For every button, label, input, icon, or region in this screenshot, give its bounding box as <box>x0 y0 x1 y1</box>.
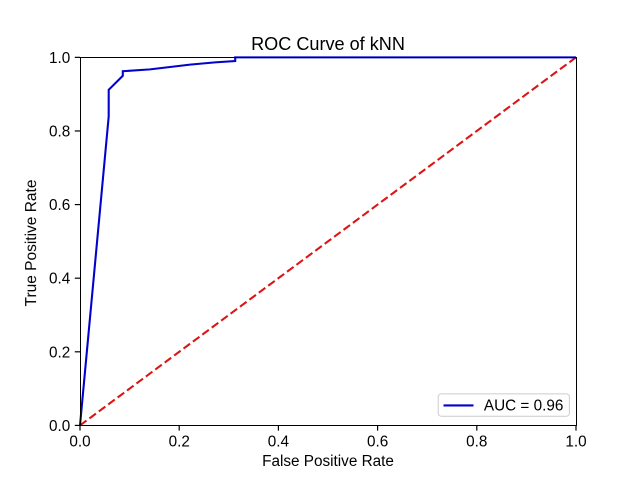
svg-text:1.0: 1.0 <box>49 50 70 67</box>
svg-text:False Positive Rate: False Positive Rate <box>262 453 394 470</box>
svg-text:0.4: 0.4 <box>49 271 71 288</box>
svg-text:True Positive Rate: True Positive Rate <box>23 180 40 307</box>
svg-text:0.0: 0.0 <box>69 433 90 450</box>
svg-text:0.0: 0.0 <box>49 418 70 435</box>
svg-text:0.4: 0.4 <box>268 433 290 450</box>
svg-text:ROC Curve of kNN: ROC Curve of kNN <box>251 34 405 54</box>
svg-text:0.2: 0.2 <box>169 433 190 450</box>
svg-text:0.6: 0.6 <box>367 433 388 450</box>
svg-text:AUC = 0.96: AUC = 0.96 <box>484 397 564 414</box>
svg-text:0.8: 0.8 <box>466 433 487 450</box>
svg-text:0.6: 0.6 <box>49 197 70 214</box>
svg-text:0.2: 0.2 <box>49 344 70 361</box>
svg-text:0.8: 0.8 <box>49 124 70 141</box>
svg-text:1.0: 1.0 <box>565 433 586 450</box>
